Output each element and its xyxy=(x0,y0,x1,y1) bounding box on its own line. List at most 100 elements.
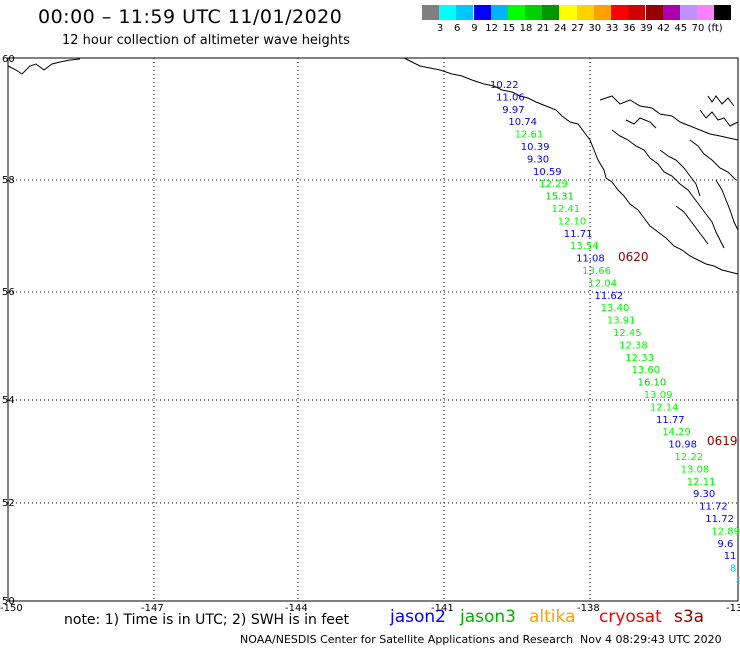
scale-swatch xyxy=(525,5,543,20)
swh-value-label: 10.74 xyxy=(508,117,537,128)
timestamp: Nov 4 08:29:43 UTC 2020 xyxy=(580,633,722,646)
swh-value-label: 11. xyxy=(724,551,740,562)
map-frame xyxy=(7,57,739,602)
lon-label: -150 xyxy=(0,603,23,614)
scale-swatch xyxy=(576,5,594,20)
swh-value-label: 12.29 xyxy=(539,179,568,190)
swh-value-label: 13.66 xyxy=(582,266,611,277)
scale-swatch xyxy=(490,5,508,20)
scale-label: 6 xyxy=(454,23,461,34)
sat-label-jason2: jason2 xyxy=(390,607,446,627)
scale-swatch xyxy=(662,5,680,20)
swh-value-label: 8 xyxy=(730,564,736,575)
lon-label: -147 xyxy=(141,603,164,614)
scale-label: 27 xyxy=(571,23,584,34)
scale-label: 70 xyxy=(691,23,705,34)
scale-label: 42 xyxy=(657,23,670,34)
swh-value-label: 9.30 xyxy=(527,154,549,165)
scale-swatch xyxy=(473,5,491,20)
swh-value-label: 12.61 xyxy=(515,130,544,141)
swh-value-label: 9.30 xyxy=(693,489,715,500)
swh-value-label: 16.10 xyxy=(638,378,667,389)
swh-value-label: 13.09 xyxy=(644,390,673,401)
graticule xyxy=(8,58,738,601)
swh-value-label: 10.98 xyxy=(668,440,697,451)
scale-swatch xyxy=(645,5,663,20)
scale-swatch xyxy=(422,5,439,20)
scale-swatch xyxy=(628,5,646,20)
swh-value-label: 8 xyxy=(736,576,740,587)
scale-label: 15 xyxy=(502,23,516,34)
sat-label-cryosat: cryosat xyxy=(599,607,662,627)
scale-swatch xyxy=(714,5,732,20)
lat-label: 50 xyxy=(2,596,15,607)
lat-labels: 60 58 56 54 52 50 xyxy=(2,54,15,607)
swh-value-label: 13.40 xyxy=(601,303,630,314)
swh-value-label: 11.08 xyxy=(576,254,605,265)
scale-label: (ft) xyxy=(707,23,723,34)
scale-swatch xyxy=(559,5,577,20)
swh-value-label: 9.97 xyxy=(502,105,524,116)
swh-value-label: 11.06 xyxy=(496,92,525,103)
scale-label: 39 xyxy=(640,23,653,34)
swh-value-label: 15.31 xyxy=(545,192,574,203)
page-subtitle: 12 hour collection of altimeter wave hei… xyxy=(62,33,350,48)
swh-value-label: 11.72 xyxy=(699,502,728,513)
scale-swatch xyxy=(680,5,697,20)
swh-value-label: 11.71 xyxy=(564,229,593,240)
scale-swatch xyxy=(439,5,457,20)
swh-value-label: 12.41 xyxy=(552,204,581,215)
swh-value-label: 12.45 xyxy=(613,328,642,339)
swh-value-label: 12.14 xyxy=(650,402,679,413)
swh-value-label: 12.89 xyxy=(711,526,740,537)
sat-label-jason3: jason3 xyxy=(460,607,516,627)
swh-value-label: 14.29 xyxy=(662,427,691,438)
scale-label: 33 xyxy=(605,23,619,34)
swh-value-label: 12.11 xyxy=(687,477,716,488)
scale-label: 24 xyxy=(554,23,567,34)
lat-label: 52 xyxy=(2,498,15,509)
swh-value-label: 12.10 xyxy=(558,216,587,227)
scale-label: 18 xyxy=(519,23,533,34)
scale-swatch xyxy=(542,5,560,20)
swh-value-label: 12.22 xyxy=(675,452,704,463)
swh-value-label: 9.6 xyxy=(718,539,734,550)
swh-value-label: 10.39 xyxy=(521,142,550,153)
credit-line: NOAA/NESDIS Center for Satellite Applica… xyxy=(240,633,574,646)
scale-swatch xyxy=(594,5,611,20)
swh-value-label: 13.08 xyxy=(681,464,710,475)
scale-label: 21 xyxy=(536,23,550,34)
scale-swatch xyxy=(611,5,629,20)
coastline xyxy=(7,57,739,275)
swh-value-label: 11.62 xyxy=(595,291,624,302)
pass-time-label: 0620 xyxy=(618,250,649,264)
swh-value-label: 11.77 xyxy=(656,415,685,426)
lon-label: -138 xyxy=(577,603,600,614)
swh-value-label: 11.72 xyxy=(705,514,734,525)
swh-value-label: 10.59 xyxy=(533,167,562,178)
altimeter-track: 10.2211.069.9710.7412.6110.399.3010.5912… xyxy=(490,80,740,587)
sat-label-altika: altika xyxy=(529,607,576,627)
lat-label: 58 xyxy=(2,175,15,186)
swh-value-label: 13.54 xyxy=(570,241,599,252)
lon-labels: -150 -147 -144 -141 -138 -13 xyxy=(0,603,740,614)
lat-label: 54 xyxy=(2,395,15,406)
lon-label: -141 xyxy=(431,603,454,614)
swh-value-label: 12.33 xyxy=(625,353,654,364)
scale-label: 12 xyxy=(485,23,498,34)
swh-value-label: 12.04 xyxy=(588,278,617,289)
scale-swatch xyxy=(456,5,474,20)
sat-label-s3a: s3a xyxy=(674,607,705,627)
lon-label: -144 xyxy=(285,603,308,614)
lon-label: -13 xyxy=(726,603,740,614)
swh-value-label: 13.60 xyxy=(632,365,661,376)
scale-swatch xyxy=(697,5,715,20)
scale-label: 36 xyxy=(622,23,636,34)
swh-value-label: 13.91 xyxy=(607,316,636,327)
swh-value-label: 10.22 xyxy=(490,80,519,91)
lat-label: 60 xyxy=(2,54,15,65)
swh-value-label: 12.38 xyxy=(619,340,648,351)
scale-swatch xyxy=(508,5,525,20)
scale-label: 3 xyxy=(436,23,444,34)
